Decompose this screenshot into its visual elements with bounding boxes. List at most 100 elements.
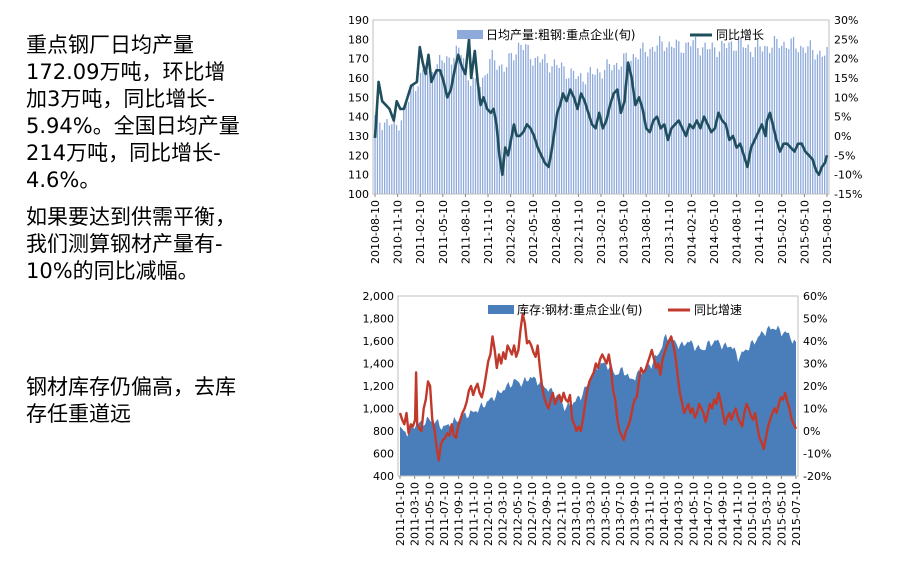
bar: [448, 57, 450, 195]
bar: [589, 66, 591, 194]
y-left-tick-label: 1,600: [363, 335, 395, 348]
x-tick-label: 2011-03-10: [409, 482, 422, 546]
x-tick-label: 2013-11-10: [643, 482, 656, 546]
bar: [477, 87, 479, 194]
bar: [783, 41, 785, 194]
x-tick-label: 2013-01-10: [570, 482, 583, 546]
bar: [522, 49, 524, 195]
bar: [374, 114, 376, 194]
x-tick-label: 2012-11-10: [572, 200, 585, 264]
y-left-tick-label: 150: [348, 91, 369, 104]
bar: [816, 54, 819, 194]
bar: [824, 55, 826, 194]
x-tick-label: 2011-11-10: [482, 200, 495, 264]
x-tick-label: 2013-05-10: [599, 482, 612, 546]
bar: [419, 72, 422, 194]
bar: [508, 53, 510, 195]
bar: [482, 77, 484, 194]
x-tick-label: 2011-05-10: [423, 482, 436, 546]
bar: [415, 91, 417, 194]
bar: [575, 78, 577, 194]
bar: [460, 54, 462, 194]
bar: [713, 47, 716, 194]
bar: [718, 51, 721, 194]
bar: [383, 122, 386, 194]
x-tick-label: 2014-02-10: [685, 200, 698, 264]
legend-swatch-bar: [457, 30, 483, 39]
y-left-tick-label: 800: [373, 425, 394, 438]
x-tick-label: 2014-07-10: [702, 482, 715, 546]
x-tick-label: 2012-09-10: [541, 482, 554, 546]
bar: [647, 56, 649, 194]
bar: [733, 50, 735, 195]
bar: [503, 71, 505, 194]
bar: [694, 36, 697, 195]
x-tick-label: 2013-09-10: [629, 482, 642, 546]
x-tick-label: 2014-08-10: [731, 200, 744, 264]
y-right-tick-label: 30%: [803, 358, 827, 371]
x-tick-label: 2012-03-10: [497, 482, 510, 546]
bar: [436, 64, 438, 195]
x-tick-label: 2012-07-10: [526, 482, 539, 546]
bar: [623, 53, 625, 195]
bar: [819, 50, 821, 194]
bar: [639, 48, 642, 194]
bar: [773, 35, 776, 194]
bar: [658, 35, 661, 194]
x-tick-label: 2010-08-10: [369, 200, 382, 264]
bar: [472, 77, 474, 194]
bar: [735, 50, 737, 195]
bar: [613, 64, 615, 195]
bar: [764, 45, 766, 195]
text-line: 4.6%。: [26, 168, 101, 192]
text-block-production: 重点钢厂日均产量 172.09万吨，环比增 加3万吨，同比增长- 5.94%。全…: [26, 32, 276, 194]
y-left-tick-label: 1,800: [363, 313, 395, 326]
y-right-tick-label: 20%: [803, 380, 827, 393]
bar: [515, 54, 517, 194]
bar: [627, 62, 630, 194]
bar: [761, 51, 764, 195]
y-left-tick-label: 2,000: [363, 290, 395, 303]
bar: [546, 62, 548, 194]
y-left-tick-label: 110: [348, 169, 369, 182]
y-right-tick-label: 40%: [803, 335, 827, 348]
bar: [450, 64, 453, 194]
bar: [393, 118, 395, 194]
x-tick-label: 2014-01-10: [658, 482, 671, 546]
bar: [637, 59, 639, 195]
bar: [737, 39, 740, 194]
bar: [785, 47, 788, 194]
bar: [510, 52, 513, 194]
y-right-tick-label: -10%: [834, 169, 862, 182]
x-tick-label: 2012-08-10: [550, 200, 563, 264]
bar: [580, 73, 582, 194]
bar: [486, 73, 489, 194]
bar: [673, 47, 675, 195]
bar: [596, 68, 599, 194]
bar: [427, 71, 429, 194]
bar: [611, 70, 613, 194]
bar: [563, 66, 565, 194]
bar: [630, 60, 632, 194]
bar: [558, 67, 560, 194]
bar: [467, 80, 469, 194]
bar: [560, 62, 563, 195]
line-series-yoy: [373, 38, 829, 176]
bar: [407, 101, 410, 194]
bar: [391, 124, 393, 194]
bar: [618, 69, 620, 194]
bar: [800, 45, 802, 195]
bar: [410, 90, 412, 194]
bar-series: [374, 35, 828, 195]
x-tick-label: 2015-05-10: [775, 482, 788, 546]
bar: [666, 47, 668, 195]
y-left-tick-label: 180: [348, 33, 369, 46]
bar: [570, 68, 572, 194]
bar: [740, 38, 742, 194]
bar: [470, 85, 472, 194]
x-tick-label: 2011-01-10: [394, 482, 407, 546]
bar: [548, 72, 551, 194]
x-tick-label: 2014-11-10: [731, 482, 744, 546]
x-tick-label: 2013-11-10: [663, 200, 676, 264]
x-tick-label: 2015-03-10: [761, 482, 774, 546]
